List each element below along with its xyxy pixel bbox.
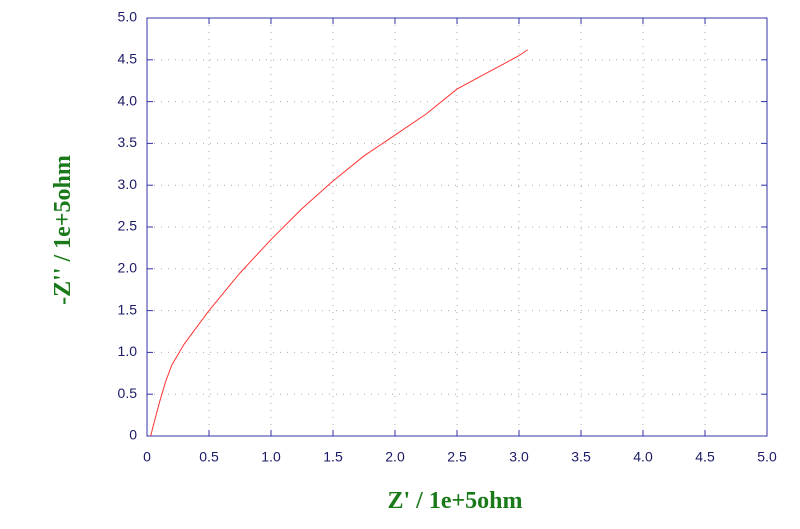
plot-frame <box>146 17 768 437</box>
y-axis-title: -Z'' / 1e+5ohm <box>50 155 76 305</box>
x-tick-label: 1.0 <box>261 449 281 465</box>
y-tick-label: 1.0 <box>118 343 138 359</box>
x-tick-label: 0 <box>143 449 151 465</box>
y-tick-label: 3.0 <box>118 176 138 192</box>
y-tick-label: 2.0 <box>118 260 138 276</box>
y-tick-label: 0 <box>129 427 137 443</box>
y-tick-label: 5.0 <box>118 9 138 25</box>
x-tick-label: 5.0 <box>757 449 777 465</box>
x-tick-label: 3.0 <box>509 449 529 465</box>
y-tick-label: 4.5 <box>118 51 138 67</box>
y-tick-label: 4.0 <box>118 92 138 108</box>
x-tick-label: 2.0 <box>385 449 405 465</box>
y-tick-label: 2.5 <box>118 218 138 234</box>
y-tick-label: 0.5 <box>118 385 138 401</box>
y-tick-label: 3.5 <box>118 134 138 150</box>
x-tick-label: 2.5 <box>447 449 467 465</box>
x-tick-label: 4.0 <box>633 449 653 465</box>
x-tick-label: 0.5 <box>199 449 219 465</box>
x-axis-title: Z' / 1e+5ohm <box>387 488 522 514</box>
x-tick-label: 4.5 <box>695 449 715 465</box>
x-tick-label: 1.5 <box>323 449 343 465</box>
x-tick-label: 3.5 <box>571 449 591 465</box>
y-tick-label: 1.5 <box>118 301 138 317</box>
data-line <box>150 49 528 437</box>
